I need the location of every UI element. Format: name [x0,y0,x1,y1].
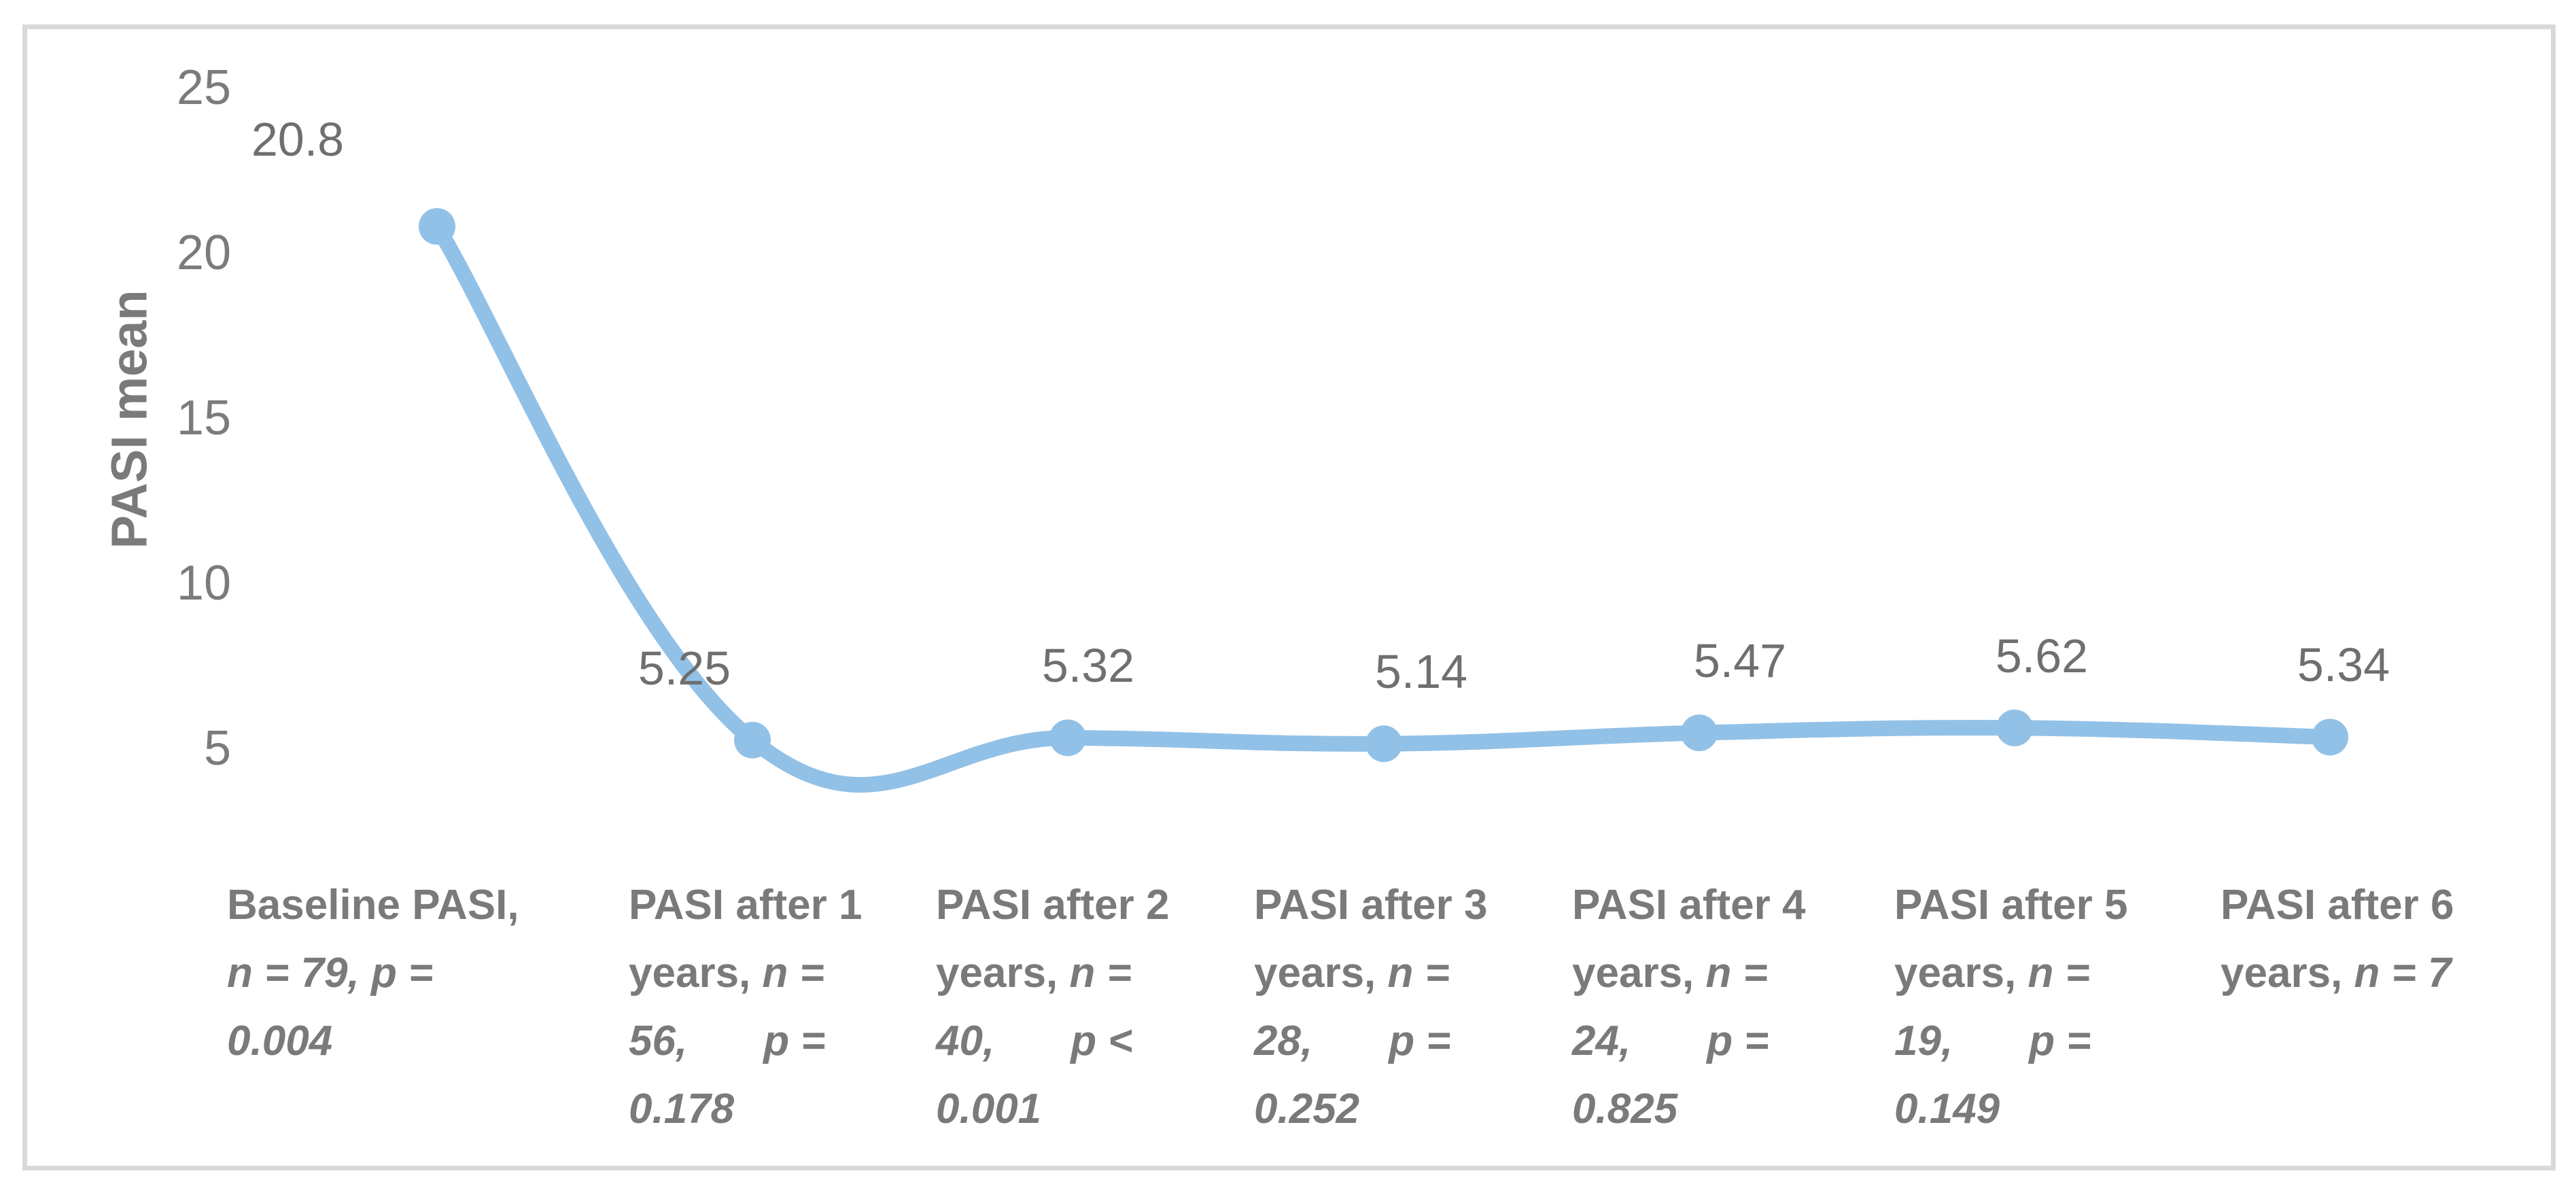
data-point-marker [1365,725,1402,763]
data-point-marker [2312,718,2348,756]
y-axis-tick-label: 5 [203,721,231,776]
x-axis-category-label: PASI after 5 years, n = 19, p = 0.149 [1894,882,2128,1132]
x-axis-category-label: PASI after 2 years, n = 40, p <0.001 [936,882,1170,1132]
pasi-series-line [429,218,2338,793]
data-point-marker [1049,719,1086,757]
data-point-marker [1681,714,1718,752]
x-axis-category-label: Baseline PASI, n = 79, p = 0.004 [227,882,519,1064]
data-point-marker [419,208,455,245]
data-point-label: 5.34 [2297,638,2390,692]
x-axis-category-label: PASI after 1 years, n = 56, p = 0.178 [629,882,863,1132]
data-point-label: 5.14 [1374,645,1468,699]
y-axis-tick-label: 15 [176,391,231,445]
data-point-label: 5.32 [1041,639,1135,693]
y-axis-tick-label: 20 [176,226,231,280]
data-point-label: 20.8 [251,113,345,167]
x-axis-category-label: PASI after 4 years, n = 24, p = 0.825 [1572,882,1806,1132]
data-point-label: 5.62 [1995,629,2089,682]
data-point-label: 5.47 [1693,634,1787,688]
x-axis-category-label: PASI after 6 years, n = 7 [2221,882,2454,996]
x-axis-category-label: PASI after 3 years, n = 28, p = 0.252 [1254,882,1488,1132]
y-axis-tick-label: 25 [176,60,231,115]
y-axis-tick-label: 10 [176,556,231,610]
data-point-label: 5.25 [638,641,731,695]
data-point-marker [1996,709,2033,746]
data-point-marker [734,721,771,759]
